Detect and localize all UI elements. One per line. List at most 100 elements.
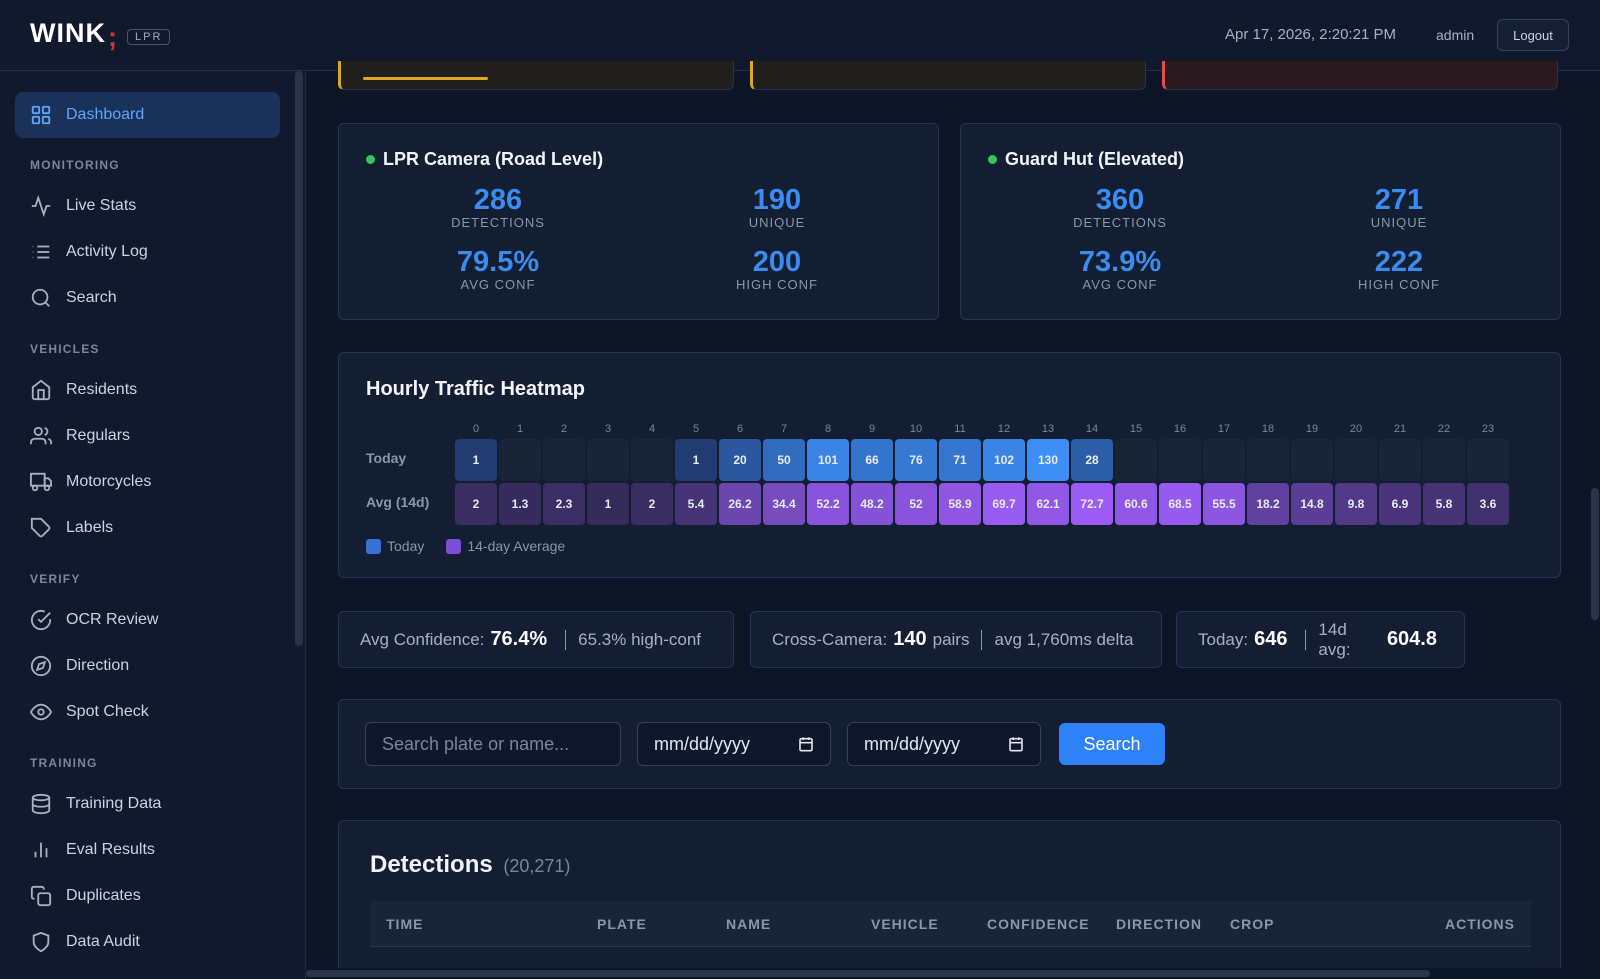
stat-label: UNIQUE [1370,215,1428,230]
stat-avg-conf: 73.9% AVG CONF [990,247,1250,293]
calendar-icon[interactable] [1008,736,1024,752]
search-button[interactable]: Search [1059,723,1165,765]
column-header-name[interactable]: NAME [726,916,772,932]
search-icon [31,288,50,307]
heatmap-cell-avg: 72.7 [1071,483,1113,525]
heatmap-cell-today: 71 [939,439,981,481]
heatmap-row-label-today: Today [366,450,407,466]
sidebar-item-data-audit[interactable]: Data Audit [15,919,280,965]
status-progress-bar [363,77,488,80]
column-header-direction[interactable]: DIRECTION [1116,916,1202,932]
heatmap-hour-label: 13 [1041,423,1055,435]
sidebar-item-label: Residents [66,381,138,398]
heatmap-cell-today [587,439,629,481]
sidebar-item-eval-results[interactable]: Eval Results [15,827,280,873]
section-monitoring: MONITORING [30,158,120,172]
status-card-warning [338,61,734,90]
summary-today-count: Today: 646 14d avg: 604.8 [1176,611,1465,668]
sidebar-item-regulars[interactable]: Regulars [15,413,280,459]
stat-detections: 360 DETECTIONS [990,185,1250,231]
heatmap-hour-label: 20 [1349,423,1363,435]
heatmap-cell-avg: 2 [631,483,673,525]
heatmap-cell-avg: 2.3 [543,483,585,525]
heatmap-cell-today [1467,439,1509,481]
heatmap-hour-label: 9 [868,423,876,435]
column-header-crop[interactable]: CROP [1230,916,1275,932]
heatmap-cell-today: 130 [1027,439,1069,481]
sidebar-item-ocr-review[interactable]: OCR Review [15,597,280,643]
heatmap-cell-today [1423,439,1465,481]
heatmap-cell-today: 66 [851,439,893,481]
main-content: LPR Camera (Road Level) 286 DETECTIONS 1… [306,61,1600,979]
vertical-scroll-thumb[interactable] [1591,488,1599,620]
heatmap-hour-label: 1 [516,423,524,435]
sidebar-item-dashboard[interactable]: Dashboard [15,92,280,138]
dashboard-grid-icon [31,105,51,125]
heatmap-hour-label: 17 [1217,423,1231,435]
sidebar-scrollbar[interactable] [295,71,303,646]
stat-label: HIGH CONF [1358,277,1440,292]
status-card-alert [1162,61,1558,90]
sidebar-item-label: Activity Log [66,243,148,260]
legend-swatch-today [366,538,381,554]
heatmap-hour-label: 10 [909,423,923,435]
divider [981,629,983,650]
logout-button[interactable]: Logout [1497,19,1569,51]
summary-value: 140 [893,628,927,650]
top-bar: WINK ; LPR Apr 17, 2026, 2:20:21 PM admi… [0,0,1600,71]
column-header-actions[interactable]: ACTIONS [1445,916,1515,932]
stat-value: 190 [752,184,802,216]
sidebar-item-training-data[interactable]: Training Data [15,781,280,827]
camera-card-guard-hut: Guard Hut (Elevated) 360 DETECTIONS 271 … [960,123,1561,320]
column-header-time[interactable]: TIME [386,916,424,932]
stat-value: 73.9% [1078,246,1162,278]
sidebar-item-labels[interactable]: Labels [15,505,280,551]
logo-text: WINK [30,18,106,48]
summary-cross-camera: Cross-Camera: 140 pairs avg 1,760ms delt… [750,611,1162,668]
summary-value: 646 [1254,628,1288,650]
heatmap-cell-avg: 3.6 [1467,483,1509,525]
bar-chart-icon [34,842,48,858]
column-header-plate[interactable]: PLATE [597,916,647,932]
stat-value: 222 [1374,246,1424,278]
heatmap-cell-avg: 18.2 [1247,483,1289,525]
app-logo[interactable]: WINK ; LPR [30,14,171,53]
date-from-field[interactable]: mm/dd/yyyy [637,722,831,766]
heatmap-hour-label: 19 [1305,423,1319,435]
heatmap-hour-label: 16 [1173,423,1187,435]
summary-label: Today: [1198,629,1249,649]
heatmap-legend: Today 14-day Average [366,538,565,554]
logo-mark: ; [107,22,117,52]
heatmap-cell-today [499,439,541,481]
check-circle-icon [30,609,52,631]
sidebar-item-residents[interactable]: Residents [15,367,280,413]
sidebar-item-motorcycles[interactable]: Motorcycles [15,459,280,505]
sidebar-item-label: Spot Check [66,703,149,720]
camera-title: LPR Camera (Road Level) [366,149,603,170]
heatmap-cell-avg: 52 [895,483,937,525]
sidebar-item-activity-log[interactable]: Activity Log [15,229,280,275]
sidebar-item-label: Eval Results [66,841,155,858]
sidebar-item-direction[interactable]: Direction [15,643,280,689]
column-header-vehicle[interactable]: VEHICLE [871,916,939,932]
calendar-icon[interactable] [798,736,814,752]
sidebar-item-search[interactable]: Search [15,275,280,321]
sidebar-item-spot-check[interactable]: Spot Check [15,689,280,735]
users-icon [30,426,52,445]
heatmap-cell-avg: 68.5 [1159,483,1201,525]
database-icon [31,793,51,815]
heatmap-cell-today [1379,439,1421,481]
sidebar-item-live-stats[interactable]: Live Stats [15,183,280,229]
column-header-confidence[interactable]: CONFIDENCE [987,916,1090,932]
truck-icon [30,472,52,492]
search-input[interactable] [365,722,621,766]
copy-icon [30,885,52,907]
stat-label: DETECTIONS [1073,215,1167,230]
horizontal-scrollbar[interactable] [306,968,1600,979]
horizontal-scroll-thumb[interactable] [306,970,1430,977]
heatmap-cell-today [1115,439,1157,481]
stat-high-conf: 222 HIGH CONF [1269,247,1529,293]
sidebar-item-duplicates[interactable]: Duplicates [15,873,280,919]
date-to-field[interactable]: mm/dd/yyyy [847,722,1041,766]
stat-unique: 271 UNIQUE [1269,185,1529,231]
